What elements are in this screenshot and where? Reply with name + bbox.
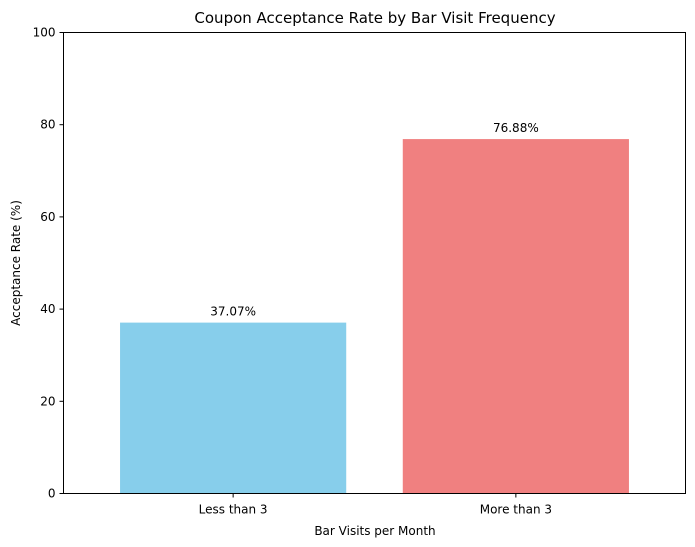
- bar-value-label: 76.88%: [493, 121, 539, 135]
- y-tick-label: 100: [33, 26, 56, 40]
- plot-frame: [63, 32, 686, 494]
- y-tick-label: 80: [40, 118, 55, 132]
- y-tick-label: 60: [40, 210, 55, 224]
- bar-less-than-3: [120, 322, 347, 494]
- chart-title: Coupon Acceptance Rate by Bar Visit Freq…: [194, 9, 555, 27]
- y-tick-label: 40: [40, 302, 55, 316]
- x-tick-label: More than 3: [480, 503, 552, 517]
- bars-group: [120, 139, 629, 494]
- value-labels-group: 37.07% 76.88%: [210, 121, 538, 319]
- x-axis-label: Bar Visits per Month: [314, 524, 435, 538]
- y-tick-label: 20: [40, 394, 55, 408]
- bar-value-label: 37.07%: [210, 305, 256, 319]
- x-tick-label: Less than 3: [199, 503, 268, 517]
- x-axis-ticks: Less than 3 More than 3: [199, 493, 552, 517]
- y-axis-ticks: 0 20 40 60 80 100: [33, 26, 64, 501]
- y-axis-label: Acceptance Rate (%): [9, 200, 23, 326]
- bar-more-than-3: [402, 139, 629, 494]
- y-tick-label: 0: [48, 487, 56, 501]
